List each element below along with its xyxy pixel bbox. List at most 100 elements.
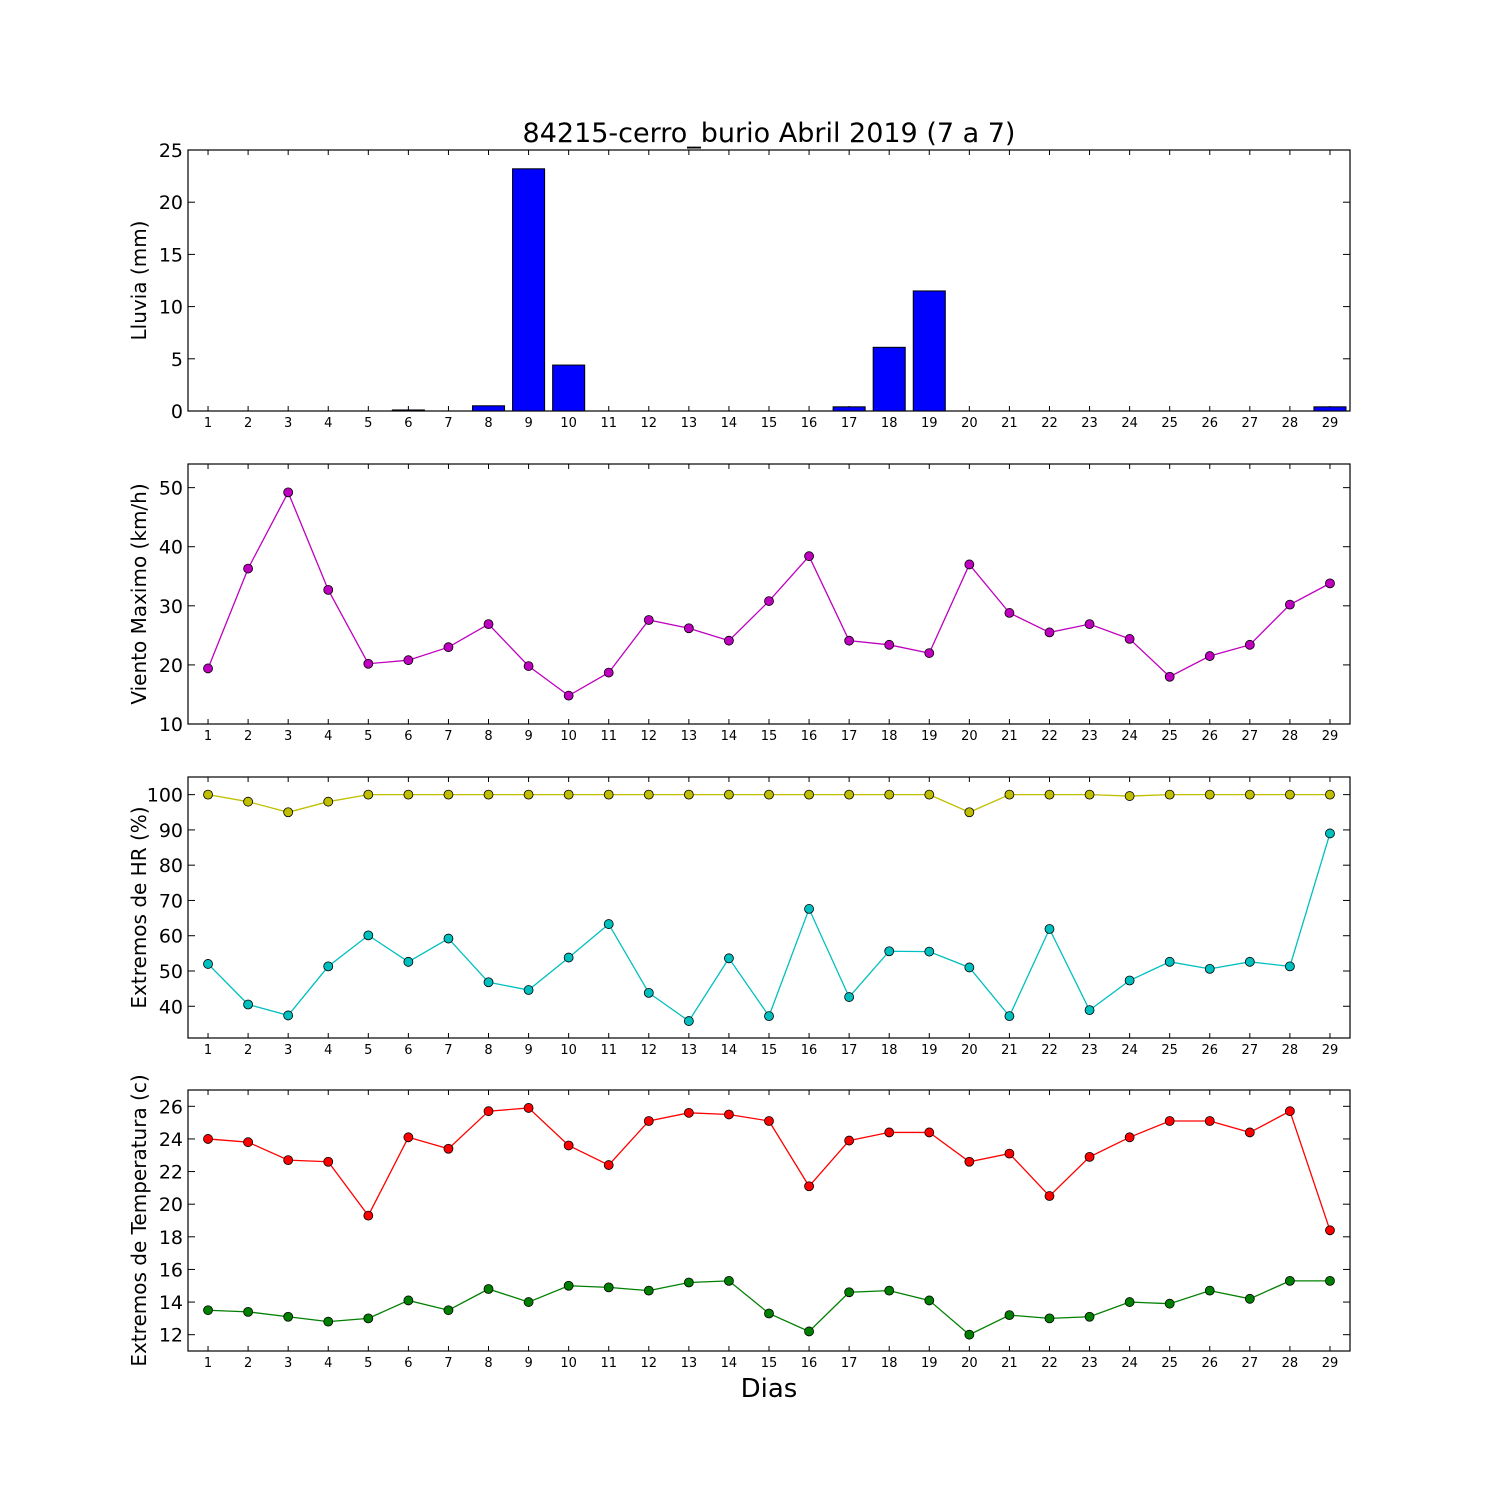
x-tick-label: 7 <box>444 416 452 431</box>
x-tick-label: 24 <box>1121 729 1138 744</box>
x-tick-label: 26 <box>1201 1356 1218 1371</box>
data-point <box>1164 671 1175 682</box>
data-point <box>323 796 334 807</box>
data-point <box>323 584 334 595</box>
x-tick-label: 13 <box>681 416 698 431</box>
data-point <box>1124 634 1135 644</box>
x-tick-label: 12 <box>641 1043 658 1058</box>
data-point <box>1325 1275 1335 1286</box>
data-point <box>243 563 254 574</box>
data-point <box>924 648 935 658</box>
data-point <box>643 789 654 800</box>
data-point <box>1044 1191 1055 1201</box>
x-tick-label: 28 <box>1282 729 1299 744</box>
data-point <box>203 1134 213 1144</box>
data-point <box>563 1280 574 1291</box>
data-point <box>964 559 975 570</box>
x-tick-label: 28 <box>1282 1356 1299 1371</box>
y-axis-label: Extremos de HR (%) <box>127 806 151 1008</box>
x-tick-label: 13 <box>681 1043 698 1058</box>
data-point <box>443 933 454 944</box>
data-point <box>1244 639 1255 650</box>
x-tick-label: 20 <box>961 729 978 744</box>
x-tick-label: 2 <box>244 729 252 744</box>
x-tick-label: 3 <box>284 729 292 744</box>
data-point <box>1244 1293 1255 1304</box>
data-point <box>483 619 494 630</box>
data-point <box>884 1127 895 1138</box>
data-point <box>243 796 254 807</box>
data-point <box>1084 1005 1095 1016</box>
y-tick-label: 50 <box>159 478 183 500</box>
data-point <box>1284 1275 1295 1286</box>
data-point <box>483 789 494 800</box>
data-point <box>1004 608 1015 618</box>
data-point <box>603 1282 614 1293</box>
x-tick-label: 29 <box>1322 416 1339 431</box>
data-point <box>323 1316 334 1327</box>
series-line <box>207 490 1331 697</box>
x-tick-label: 2 <box>244 1356 252 1371</box>
data-point <box>1004 1310 1015 1321</box>
data-point <box>764 596 774 606</box>
data-point <box>363 930 374 941</box>
data-point <box>1164 1298 1175 1309</box>
x-tick-label: 22 <box>1041 1043 1058 1058</box>
y-tick-label: 10 <box>159 714 183 736</box>
x-tick-label: 17 <box>841 1043 858 1058</box>
x-tick-label: 17 <box>841 1356 858 1371</box>
x-tick-label: 16 <box>801 416 818 431</box>
x-tick-label: 29 <box>1322 1043 1339 1058</box>
data-point <box>643 1285 654 1296</box>
x-tick-label: 14 <box>721 1356 738 1371</box>
x-tick-label: 24 <box>1121 1043 1138 1058</box>
data-point <box>403 1295 414 1306</box>
data-point <box>1124 975 1135 986</box>
data-point <box>964 1329 975 1340</box>
bar <box>552 364 586 412</box>
x-tick-label: 27 <box>1242 1043 1259 1058</box>
x-tick-label: 13 <box>681 1356 698 1371</box>
data-point <box>643 1116 654 1126</box>
x-tick-label: 29 <box>1322 729 1339 744</box>
x-tick-label: 22 <box>1041 1356 1058 1371</box>
data-point <box>1084 619 1095 630</box>
data-point <box>804 1181 814 1192</box>
data-point <box>1044 924 1055 934</box>
data-point <box>483 1106 494 1117</box>
x-tick-label: 19 <box>921 729 938 744</box>
data-point <box>603 919 614 929</box>
y-tick-label: 15 <box>159 244 183 266</box>
data-point <box>804 904 814 914</box>
data-point <box>683 1107 694 1118</box>
data-point <box>924 1295 935 1306</box>
x-tick-label: 7 <box>444 1356 452 1371</box>
y-tick-label: 18 <box>159 1227 183 1249</box>
series-line <box>207 1107 1331 1231</box>
data-point <box>1124 1132 1135 1143</box>
x-tick-label: 16 <box>801 729 818 744</box>
data-point <box>724 789 734 800</box>
x-tick-label: 25 <box>1161 729 1178 744</box>
data-point <box>1325 828 1335 839</box>
x-tick-label: 15 <box>761 1043 778 1058</box>
x-tick-label: 11 <box>600 1043 617 1058</box>
x-tick-label: 13 <box>681 729 698 744</box>
x-tick-label: 5 <box>364 416 372 431</box>
bar <box>1313 406 1347 412</box>
data-point <box>683 623 694 634</box>
data-point <box>363 1210 374 1221</box>
data-point <box>1084 1151 1095 1162</box>
x-tick-label: 18 <box>881 729 898 744</box>
x-tick-label: 4 <box>324 1043 332 1058</box>
x-tick-label: 6 <box>404 1043 412 1058</box>
y-tick-label: 60 <box>159 926 183 948</box>
x-tick-label: 7 <box>444 729 452 744</box>
data-point <box>643 615 654 625</box>
x-tick-label: 24 <box>1121 416 1138 431</box>
data-point <box>1004 1148 1015 1159</box>
data-point <box>523 985 534 995</box>
